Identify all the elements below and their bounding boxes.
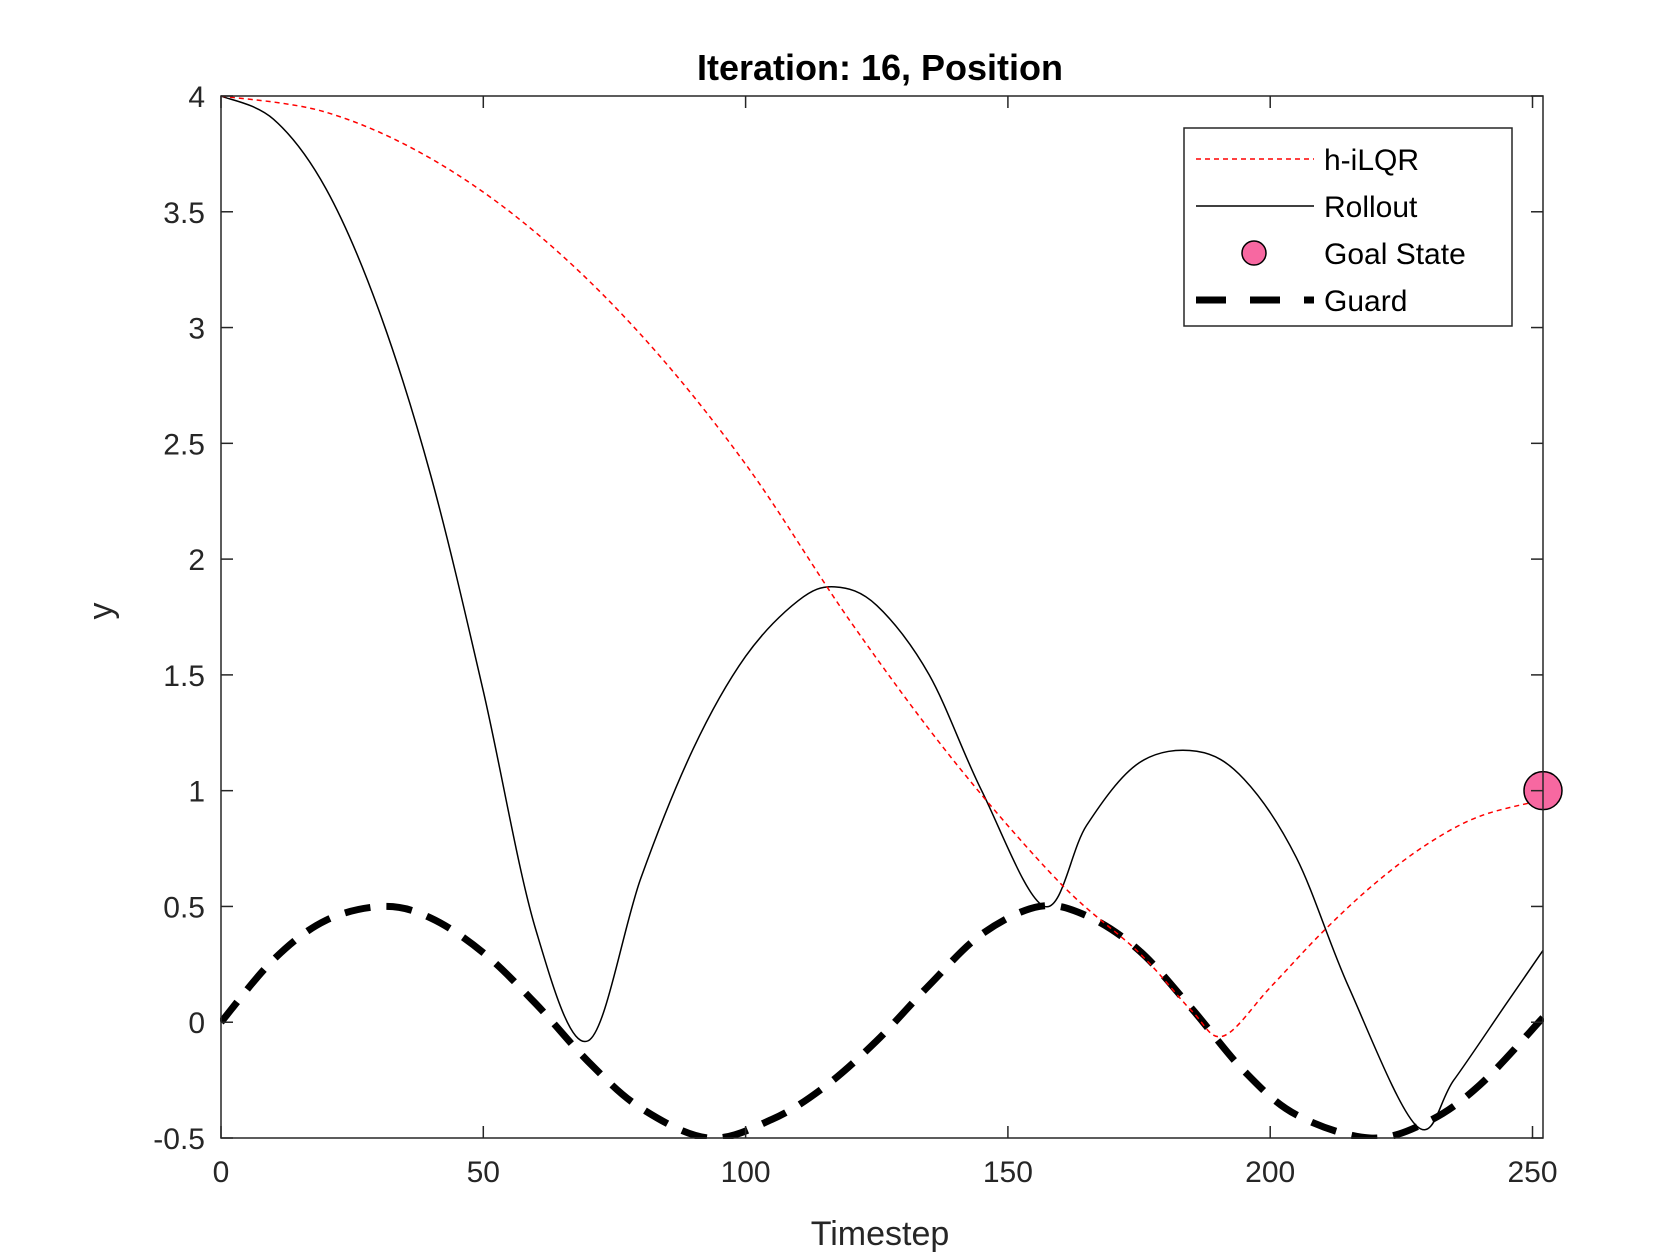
legend-box: [1183, 127, 1513, 327]
y-tick-label: 0.5: [163, 891, 205, 924]
chart-title: Iteration: 16, Position: [697, 47, 1063, 88]
x-tick-label: 250: [1507, 1156, 1557, 1189]
x-axis-label: Timestep: [811, 1215, 950, 1253]
x-tick-label: 150: [983, 1156, 1033, 1189]
legend-label-guard: Guard: [1324, 285, 1407, 318]
y-tick-label: 1.5: [163, 660, 205, 693]
x-tick-label: 0: [213, 1156, 230, 1189]
legend: h-iLQR Rollout Goal State Guard: [1183, 127, 1513, 327]
y-tick-label: 1: [188, 776, 205, 809]
series-line-guard: [220, 902, 1544, 1139]
y-tick-label: 0: [188, 1007, 205, 1040]
series-clip-group: [220, 95, 1544, 1139]
y-tick-label: 4: [188, 81, 205, 114]
x-tick-label: 50: [467, 1156, 500, 1189]
legend-swatch-goal-state: [1241, 240, 1267, 266]
axes-box: [220, 95, 1544, 1139]
y-tick-label: -0.5: [153, 1123, 205, 1156]
series-layer: [220, 95, 1563, 1139]
y-tick-label: 3: [188, 313, 205, 346]
y-tick-label: 3.5: [163, 197, 205, 230]
x-tick-label: 200: [1245, 1156, 1295, 1189]
series-line-rollout: [220, 95, 1544, 1131]
y-tick-label: 2: [188, 544, 205, 577]
legend-label-h-ilqr: h-iLQR: [1324, 144, 1419, 177]
legend-label-rollout: Rollout: [1324, 191, 1418, 224]
series-line-h-ilqr: [220, 95, 1544, 1038]
y-axis-label: y: [82, 603, 120, 620]
x-tick-label: 100: [721, 1156, 771, 1189]
y-tick-label: 2.5: [163, 428, 205, 461]
axes-layer: 0 50 100 150 200 250-0.500.511.522.533.54: [153, 81, 1557, 1189]
legend-label-goal-state: Goal State: [1324, 238, 1466, 271]
